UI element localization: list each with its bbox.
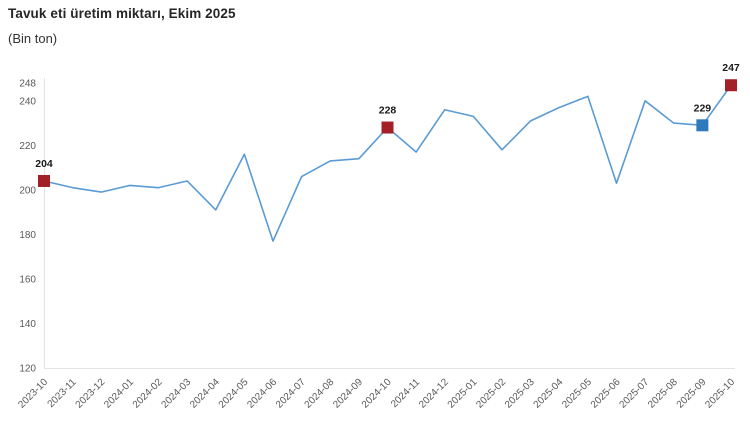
x-axis-tick-label: 2024-09 <box>331 377 365 411</box>
x-axis-tick-label: 2025-08 <box>646 377 680 411</box>
x-axis-tick-label: 2025-05 <box>560 377 594 411</box>
y-axis-tick-label: 248 <box>19 79 36 90</box>
x-axis-tick-label: 2025-06 <box>589 377 623 411</box>
x-axis-tick-label: 2023-11 <box>46 377 80 411</box>
x-axis-tick-label: 2025-07 <box>618 377 652 411</box>
y-axis-tick-label: 140 <box>19 319 36 330</box>
y-axis-tick-label: 220 <box>19 141 36 152</box>
x-axis-tick-label: 2024-01 <box>102 377 136 411</box>
x-axis-tick-label: 2024-12 <box>417 377 451 411</box>
data-point-label: 247 <box>722 62 740 74</box>
data-point-label: 228 <box>379 105 397 117</box>
x-axis-tick-label: 2025-03 <box>503 377 537 411</box>
x-axis-tick-label: 2024-05 <box>217 377 251 411</box>
y-axis-tick-label: 180 <box>19 230 36 241</box>
y-axis-tick-label: 120 <box>19 364 36 375</box>
x-axis-tick-label: 2024-02 <box>131 377 165 411</box>
data-point-marker <box>38 174 50 187</box>
data-point-marker <box>696 119 709 132</box>
x-axis-tick-label: 2024-11 <box>389 377 423 411</box>
chart-title: Tavuk eti üretim miktarı, Ekim 2025 <box>8 6 236 21</box>
data-point-label: 229 <box>694 102 712 114</box>
x-axis-tick-label: 2024-10 <box>360 377 394 411</box>
x-axis-tick-label: 2025-10 <box>703 377 737 411</box>
x-axis-tick-label: 2025-09 <box>675 377 709 411</box>
x-axis-tick-label: 2025-02 <box>474 377 508 411</box>
x-axis-tick-label: 2024-07 <box>274 377 308 411</box>
x-axis-tick-label: 2024-08 <box>303 377 337 411</box>
y-axis-tick-label: 240 <box>19 96 36 107</box>
y-axis-tick-label: 200 <box>19 185 36 196</box>
x-axis-tick-label: 2024-03 <box>160 377 194 411</box>
x-axis-tick-label: 2023-10 <box>16 377 50 411</box>
data-point-label: 204 <box>35 158 53 170</box>
x-axis-tick-label: 2025-04 <box>532 377 566 411</box>
x-axis-tick-label: 2024-04 <box>188 377 222 411</box>
data-point-marker <box>381 121 394 134</box>
data-point-marker <box>725 79 737 92</box>
chart-subtitle: (Bin ton) <box>8 31 58 46</box>
x-axis-tick-label: 2024-06 <box>245 377 279 411</box>
y-axis-tick-label: 160 <box>19 274 36 285</box>
x-axis-tick-label: 2023-12 <box>74 377 108 411</box>
x-axis-tick-label: 2025-01 <box>446 377 480 411</box>
